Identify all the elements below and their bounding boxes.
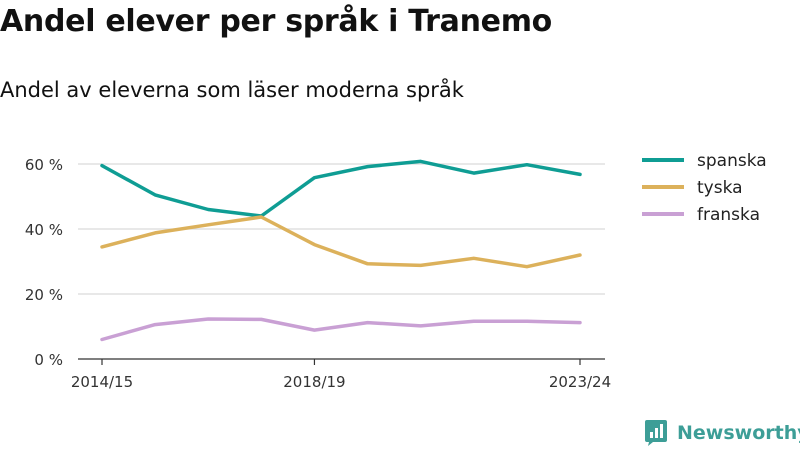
y-tick-label: 0 % [34,351,63,369]
newsworthy-logo-icon [645,420,667,446]
series-line-tyska [100,215,582,269]
brand-logo: Newsworthy [645,420,800,446]
series-line-spanska [100,159,582,218]
brand-name: Newsworthy [677,422,800,444]
y-tick-label: 40 % [25,221,63,239]
x-tick-label: 2018/19 [283,373,345,391]
chart-title: Andel elever per språk i Tranemo [0,4,552,39]
chart-subtitle: Andel av eleverna som läser moderna språ… [0,78,464,102]
series-line-franska [100,317,582,342]
y-tick-label: 20 % [25,286,63,304]
legend-label-tyska: tyska [697,178,743,198]
legend-label-franska: franska [697,205,760,225]
x-tick-label: 2014/15 [71,373,133,391]
x-tick-label: 2023/24 [549,373,611,391]
legend-label-spanska: spanska [697,151,767,171]
y-tick-label: 60 % [25,156,63,174]
